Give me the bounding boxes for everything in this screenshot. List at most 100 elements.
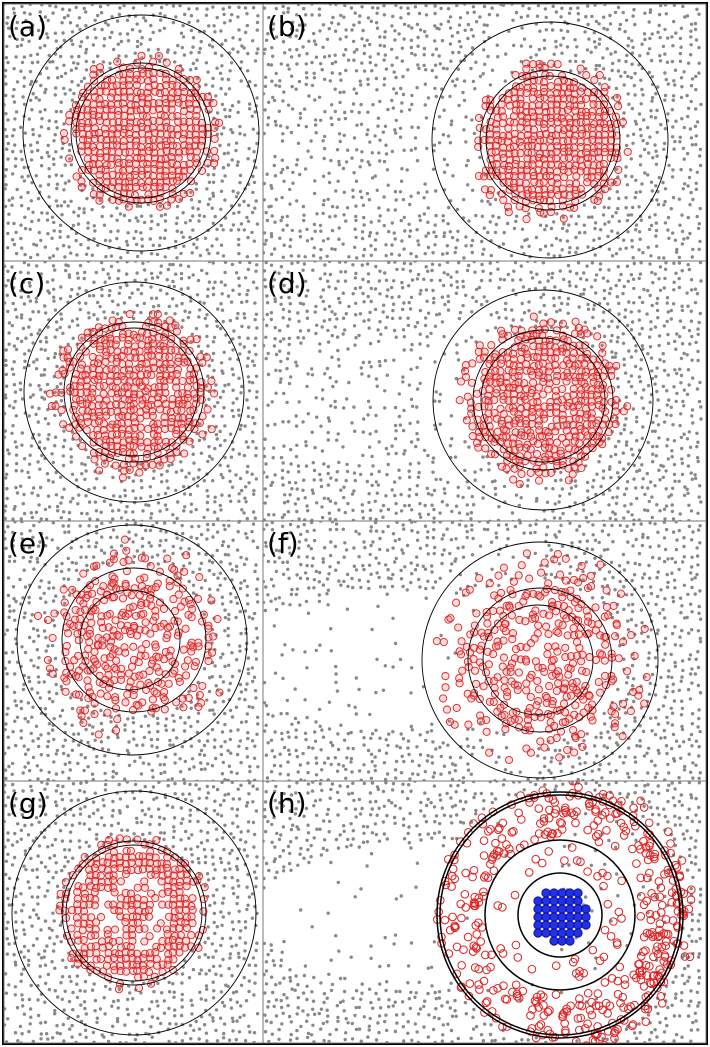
particle: [251, 190, 255, 195]
particle: [163, 255, 167, 259]
particle: [397, 392, 401, 396]
particle: [302, 262, 307, 266]
red-particle: [95, 196, 104, 205]
particle: [59, 74, 64, 79]
red-particle: [59, 420, 68, 429]
particle: [6, 157, 10, 161]
particle: [281, 99, 285, 103]
particle: [457, 103, 461, 108]
particle: [245, 299, 249, 304]
particle: [423, 82, 427, 86]
particle: [579, 292, 583, 297]
particles: [263, 4, 703, 260]
red-particle: [589, 161, 598, 170]
red-particle: [106, 346, 115, 355]
particle: [480, 214, 484, 218]
particle: [12, 383, 17, 387]
particle: [339, 78, 343, 82]
particle: [342, 495, 346, 500]
particle: [637, 230, 642, 234]
particle: [330, 310, 334, 314]
particle: [144, 503, 148, 507]
particle: [461, 285, 466, 289]
particle: [269, 204, 273, 208]
particle: [642, 32, 647, 36]
particle: [99, 261, 104, 265]
particle: [357, 20, 361, 25]
particle: [279, 218, 283, 223]
particle: [482, 48, 486, 52]
particle: [35, 358, 39, 362]
particle: [240, 508, 244, 512]
particle: [211, 292, 216, 297]
red-particle: [174, 194, 184, 203]
particle: [558, 308, 562, 312]
particle: [626, 279, 630, 283]
particle: [665, 413, 669, 417]
particle: [266, 62, 271, 67]
particle: [230, 262, 235, 267]
particle: [519, 483, 523, 488]
particle: [264, 238, 268, 243]
particle: [12, 221, 16, 226]
particle: [238, 180, 242, 185]
particle: [675, 247, 679, 252]
particle: [165, 292, 169, 296]
particle: [103, 238, 108, 243]
particle: [246, 267, 250, 272]
particle: [402, 148, 406, 152]
particle: [254, 352, 258, 357]
particle: [379, 332, 383, 336]
particle: [353, 11, 357, 15]
particle: [156, 222, 160, 227]
particle: [158, 28, 162, 33]
particle: [397, 468, 401, 472]
particle: [109, 229, 113, 234]
particle: [430, 503, 434, 507]
red-particle: [485, 191, 494, 200]
particle: [326, 328, 330, 333]
particle: [448, 94, 452, 99]
particle: [520, 245, 524, 249]
particle: [648, 8, 653, 12]
particle: [93, 500, 98, 504]
particle: [72, 91, 76, 96]
red-particle: [136, 414, 145, 423]
particle: [139, 251, 144, 255]
particle: [47, 433, 51, 437]
particle: [156, 493, 161, 497]
particle: [318, 277, 323, 281]
particle: [400, 286, 405, 290]
particle: [220, 42, 224, 46]
particle: [286, 351, 291, 355]
particle: [401, 380, 405, 384]
particle: [615, 295, 619, 299]
particle: [163, 14, 167, 18]
particle: [624, 59, 628, 64]
particle: [457, 23, 462, 27]
particle: [353, 286, 358, 291]
particle: [519, 59, 523, 64]
particle: [282, 337, 286, 341]
particle: [234, 473, 238, 477]
particle: [31, 127, 35, 132]
particle: [470, 238, 475, 243]
particle: [320, 68, 324, 72]
particle: [673, 368, 677, 372]
particle: [86, 226, 90, 230]
particle: [655, 308, 660, 313]
red-particle: [131, 130, 141, 139]
particle: [54, 86, 58, 90]
particle: [663, 71, 667, 75]
particle: [102, 37, 107, 41]
particle: [400, 167, 404, 171]
particle: [431, 460, 435, 464]
particle: [174, 323, 178, 327]
particle: [509, 253, 514, 258]
particle: [368, 508, 373, 512]
particle: [646, 508, 650, 513]
particle: [422, 46, 427, 51]
red-particle: [107, 183, 116, 192]
particle: [633, 195, 637, 200]
particle: [84, 469, 88, 473]
